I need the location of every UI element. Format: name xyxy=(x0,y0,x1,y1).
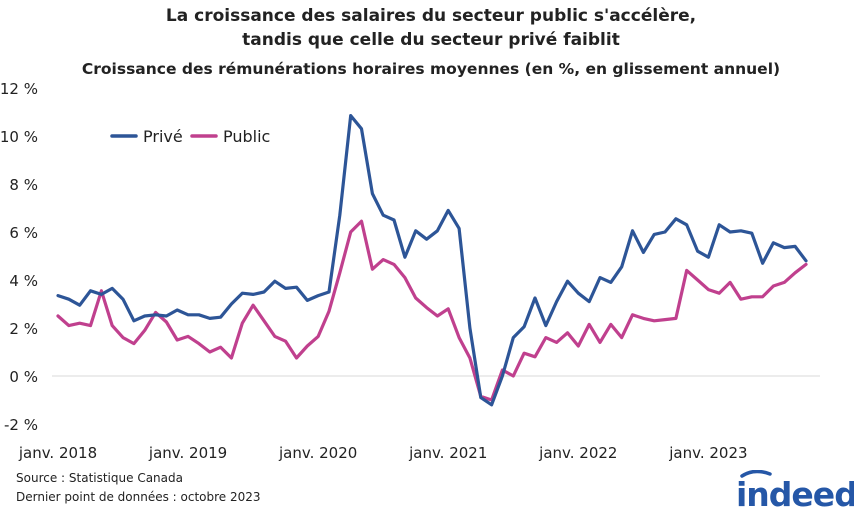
logo-arc xyxy=(740,470,772,478)
x-tick-label: janv. 2018 xyxy=(18,444,97,462)
x-tick-label: janv. 2022 xyxy=(538,444,617,462)
x-tick-label: janv. 2019 xyxy=(148,444,227,462)
y-tick-label: 12 % xyxy=(0,80,38,98)
series-line-public xyxy=(56,219,808,402)
chart-title: La croissance des salaires du secteur pu… xyxy=(0,4,862,52)
y-tick-label: 6 % xyxy=(9,224,38,242)
y-tick-label: 2 % xyxy=(9,320,38,338)
series-line-prive xyxy=(56,114,808,407)
title-line-1: La croissance des salaires du secteur pu… xyxy=(165,6,697,26)
y-tick-label: 0 % xyxy=(9,368,38,386)
title-line-2: tandis que celle du secteur privé faibli… xyxy=(242,30,620,50)
legend-label-public: Public xyxy=(223,127,270,146)
x-tick-label: janv. 2021 xyxy=(408,444,487,462)
source-note: Source : Statistique Canada xyxy=(16,471,183,485)
y-tick-label: -2 % xyxy=(4,416,38,434)
logo-wordmark: indeed xyxy=(736,475,854,514)
y-tick-label: 10 % xyxy=(0,128,38,146)
last-data-point-note: Dernier point de données : octobre 2023 xyxy=(16,490,261,504)
y-tick-label: 4 % xyxy=(9,272,38,290)
x-tick-label: janv. 2023 xyxy=(668,444,747,462)
x-tick-label: janv. 2020 xyxy=(278,444,357,462)
legend-label-prive: Privé xyxy=(143,127,183,146)
chart-subtitle: Croissance des rémunérations horaires mo… xyxy=(81,60,781,78)
indeed-logo: indeed xyxy=(736,470,854,514)
y-tick-label: 8 % xyxy=(9,176,38,194)
